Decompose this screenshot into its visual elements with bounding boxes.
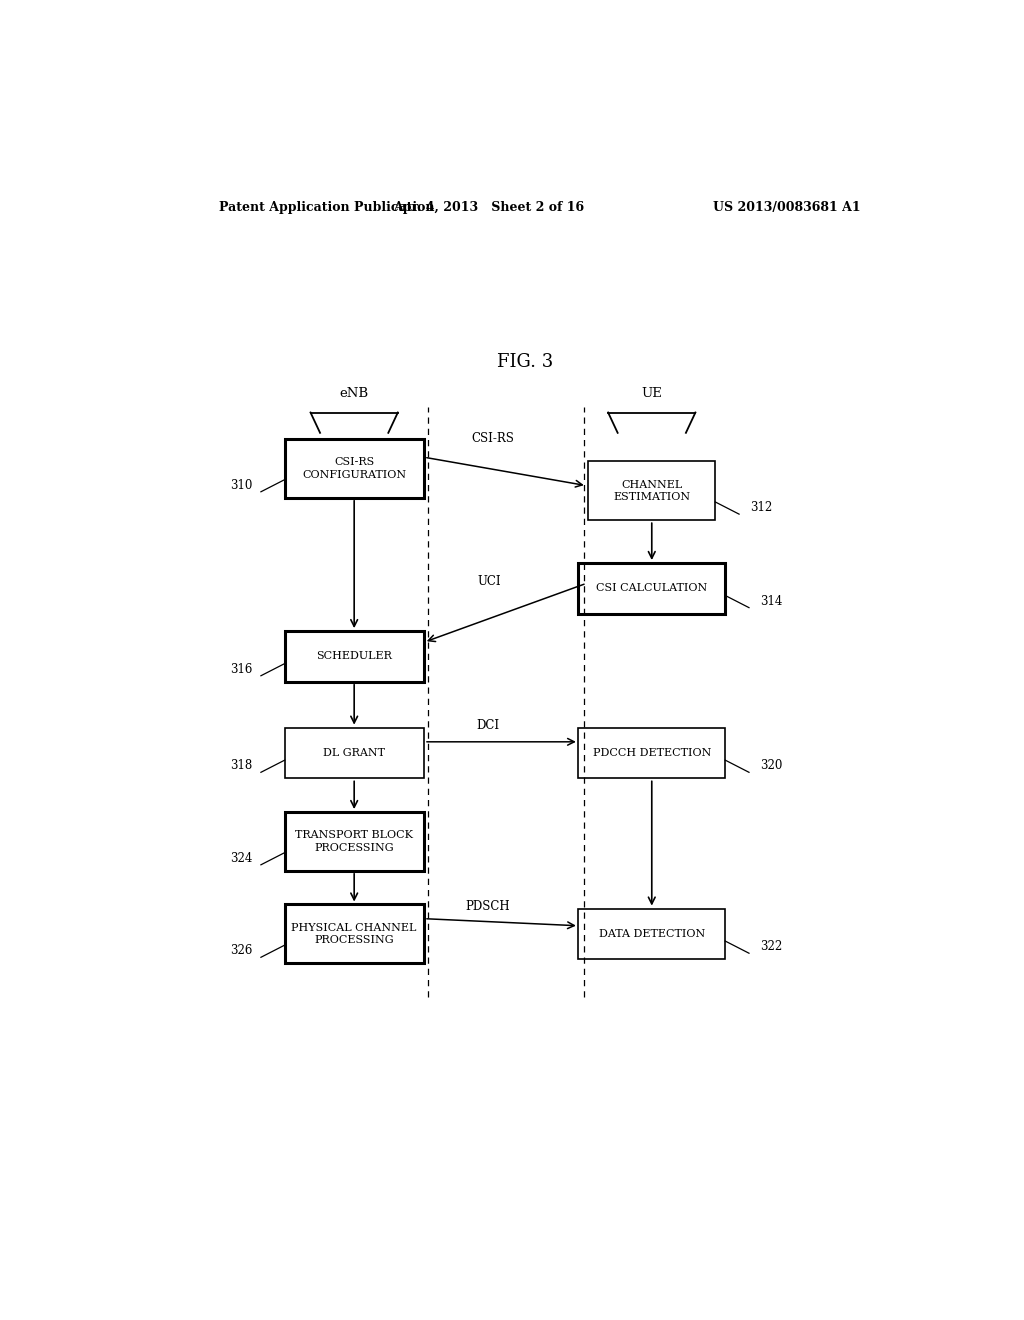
Text: 310: 310	[230, 479, 252, 492]
Text: DL GRANT: DL GRANT	[324, 748, 385, 758]
Text: FIG. 3: FIG. 3	[497, 352, 553, 371]
Text: 316: 316	[230, 663, 252, 676]
Text: CHANNEL
ESTIMATION: CHANNEL ESTIMATION	[613, 479, 690, 502]
Text: PDSCH: PDSCH	[465, 899, 510, 912]
Text: DATA DETECTION: DATA DETECTION	[599, 929, 705, 939]
Text: PDCCH DETECTION: PDCCH DETECTION	[593, 748, 711, 758]
Text: 314: 314	[760, 594, 782, 607]
Text: DCI: DCI	[476, 718, 499, 731]
Text: CSI-RS
CONFIGURATION: CSI-RS CONFIGURATION	[302, 457, 407, 479]
Text: eNB: eNB	[340, 387, 369, 400]
Text: UCI: UCI	[477, 576, 501, 589]
Text: CSI CALCULATION: CSI CALCULATION	[596, 583, 708, 593]
Bar	[285, 812, 424, 871]
Bar	[285, 631, 424, 682]
Bar	[579, 562, 725, 614]
Text: 322: 322	[760, 940, 782, 953]
Bar	[579, 908, 725, 960]
Text: Patent Application Publication: Patent Application Publication	[219, 201, 435, 214]
Bar	[285, 904, 424, 964]
Text: 312: 312	[751, 502, 772, 515]
Text: PHYSICAL CHANNEL
PROCESSING: PHYSICAL CHANNEL PROCESSING	[292, 923, 417, 945]
Bar	[285, 440, 424, 498]
Bar	[588, 461, 715, 520]
Text: 326: 326	[230, 944, 252, 957]
Text: UE: UE	[641, 387, 663, 400]
Text: CSI-RS: CSI-RS	[472, 432, 514, 445]
Text: 320: 320	[760, 759, 782, 772]
Bar	[579, 727, 725, 779]
Text: 318: 318	[230, 759, 252, 772]
Text: US 2013/0083681 A1: US 2013/0083681 A1	[713, 201, 860, 214]
Text: SCHEDULER: SCHEDULER	[316, 652, 392, 661]
Text: 324: 324	[230, 851, 252, 865]
Text: Apr. 4, 2013   Sheet 2 of 16: Apr. 4, 2013 Sheet 2 of 16	[393, 201, 585, 214]
Text: TRANSPORT BLOCK
PROCESSING: TRANSPORT BLOCK PROCESSING	[295, 830, 413, 853]
Bar	[285, 727, 424, 779]
